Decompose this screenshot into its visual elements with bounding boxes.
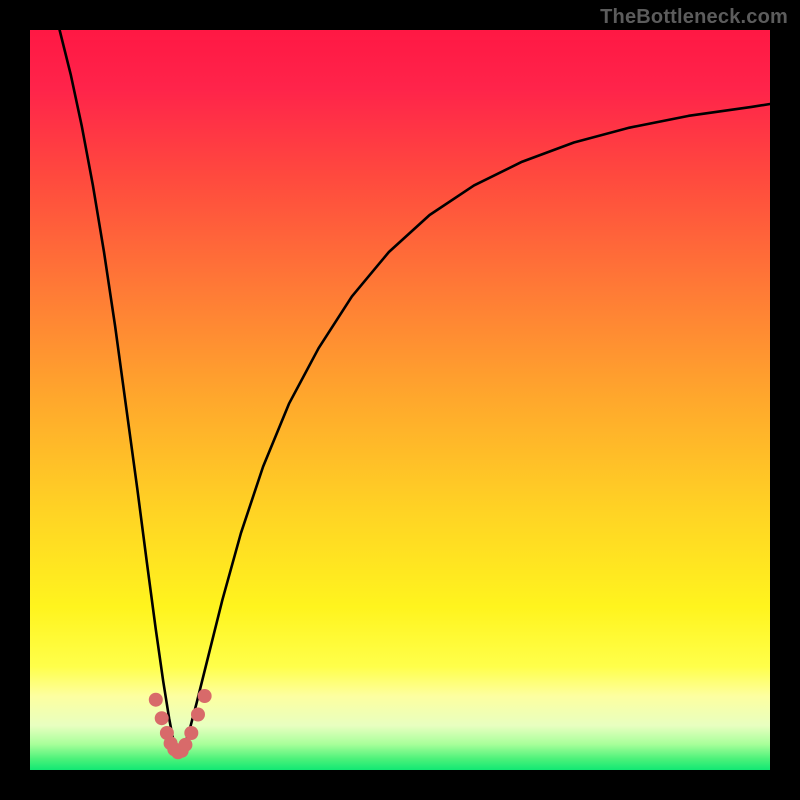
marker-dot (191, 708, 205, 722)
marker-dot (198, 689, 212, 703)
marker-dot (149, 693, 163, 707)
marker-dot (155, 711, 169, 725)
chart-frame: TheBottleneck.com (0, 0, 800, 800)
plot-area-rect (30, 30, 770, 770)
marker-dot (178, 738, 192, 752)
marker-dot (184, 726, 198, 740)
plot-svg (0, 0, 800, 800)
